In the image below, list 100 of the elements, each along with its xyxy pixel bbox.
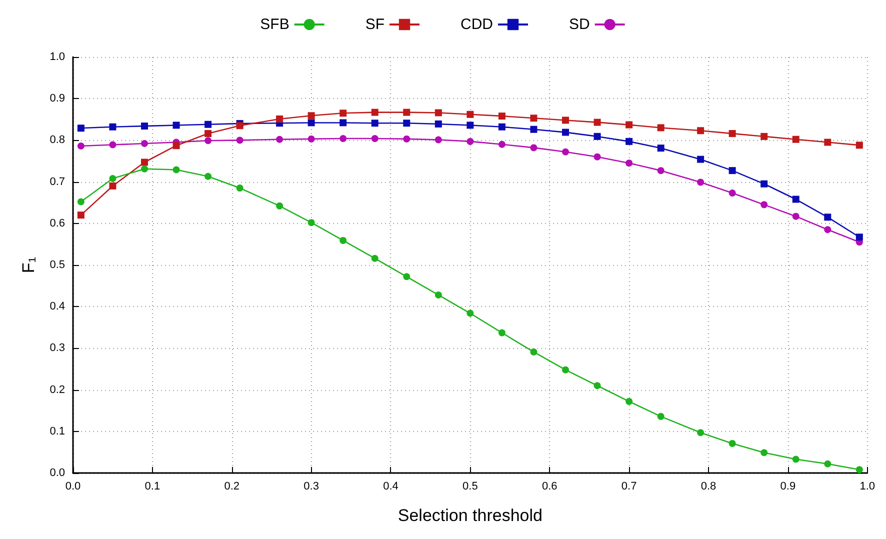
point bbox=[562, 366, 569, 374]
point bbox=[308, 119, 315, 126]
point bbox=[626, 121, 633, 128]
point bbox=[824, 226, 832, 234]
point bbox=[340, 110, 347, 117]
point bbox=[340, 135, 347, 142]
point bbox=[760, 201, 768, 208]
point bbox=[109, 123, 116, 130]
point bbox=[697, 178, 704, 186]
point bbox=[824, 460, 832, 468]
point bbox=[824, 138, 832, 146]
y-tick-label: 0.0 bbox=[50, 467, 65, 479]
point bbox=[109, 141, 116, 148]
point bbox=[204, 137, 212, 144]
point bbox=[728, 440, 736, 447]
point bbox=[626, 138, 633, 145]
point bbox=[760, 180, 768, 188]
point bbox=[340, 119, 347, 126]
point bbox=[172, 142, 180, 150]
point bbox=[276, 136, 284, 143]
x-tick-label: 0.8 bbox=[700, 480, 716, 492]
point bbox=[792, 456, 800, 463]
x-tick-label: 0.9 bbox=[780, 480, 796, 492]
point bbox=[728, 167, 736, 174]
x-axis-title: Selection threshold bbox=[398, 506, 542, 525]
point bbox=[403, 120, 410, 127]
x-tick-label: 1.0 bbox=[860, 480, 876, 492]
point bbox=[204, 120, 212, 128]
point bbox=[403, 273, 410, 280]
point bbox=[657, 167, 664, 174]
point bbox=[856, 142, 863, 149]
point bbox=[792, 196, 800, 203]
point bbox=[498, 329, 506, 336]
point bbox=[140, 158, 148, 166]
x-tick-label: 0.6 bbox=[542, 480, 558, 492]
point bbox=[562, 128, 569, 136]
legend-label: SF bbox=[365, 16, 384, 33]
x-tick-label: 0.2 bbox=[224, 480, 240, 492]
point bbox=[466, 110, 474, 118]
point bbox=[466, 310, 474, 317]
point bbox=[172, 122, 180, 129]
point bbox=[140, 122, 148, 130]
point bbox=[594, 153, 601, 160]
y-tick-label: 0.7 bbox=[50, 176, 65, 188]
point bbox=[204, 130, 212, 138]
point bbox=[657, 144, 664, 152]
point bbox=[498, 140, 506, 148]
point bbox=[141, 140, 148, 148]
point bbox=[77, 142, 84, 150]
point bbox=[109, 174, 116, 182]
point bbox=[434, 120, 442, 128]
point bbox=[856, 466, 863, 474]
point bbox=[594, 132, 601, 140]
point bbox=[562, 148, 569, 156]
y-tick-label: 0.8 bbox=[50, 134, 65, 146]
point bbox=[530, 144, 538, 152]
point bbox=[308, 135, 315, 142]
point bbox=[236, 184, 244, 192]
point bbox=[594, 118, 601, 126]
point bbox=[172, 166, 180, 174]
point bbox=[340, 236, 347, 244]
point bbox=[728, 190, 736, 197]
point bbox=[626, 398, 633, 405]
point bbox=[530, 348, 538, 356]
point bbox=[308, 219, 315, 226]
y-tick-label: 0.3 bbox=[50, 342, 65, 354]
point bbox=[760, 132, 768, 140]
x-tick-label: 0.5 bbox=[462, 480, 478, 492]
point bbox=[276, 115, 284, 122]
legend-label: SFB bbox=[260, 16, 290, 33]
x-tick-label: 0.1 bbox=[144, 480, 160, 492]
point bbox=[697, 156, 704, 163]
point bbox=[434, 136, 442, 144]
point bbox=[403, 135, 410, 142]
y-tick-label: 0.4 bbox=[50, 300, 65, 313]
y-tick-label: 0.5 bbox=[50, 259, 65, 271]
point bbox=[371, 120, 378, 127]
point bbox=[371, 108, 378, 116]
y-tick-label: 1.0 bbox=[50, 51, 65, 63]
point bbox=[371, 254, 378, 262]
point bbox=[403, 108, 410, 116]
point bbox=[204, 172, 212, 180]
point bbox=[562, 116, 569, 124]
point bbox=[697, 127, 704, 134]
point bbox=[434, 291, 442, 298]
point bbox=[498, 123, 506, 130]
y-tick-label: 0.1 bbox=[50, 425, 65, 438]
point bbox=[308, 112, 315, 120]
point bbox=[141, 165, 148, 172]
point bbox=[626, 160, 633, 167]
point bbox=[77, 124, 84, 132]
legend-label: SD bbox=[568, 16, 590, 33]
point bbox=[792, 212, 800, 220]
x-tick-label: 0.0 bbox=[65, 480, 81, 492]
point bbox=[236, 136, 244, 144]
y-tick-label: 0.6 bbox=[50, 217, 65, 230]
point bbox=[657, 412, 664, 420]
x-tick-label: 0.3 bbox=[304, 480, 319, 492]
point bbox=[530, 126, 538, 133]
y-axis-title: F₁ bbox=[19, 256, 38, 274]
